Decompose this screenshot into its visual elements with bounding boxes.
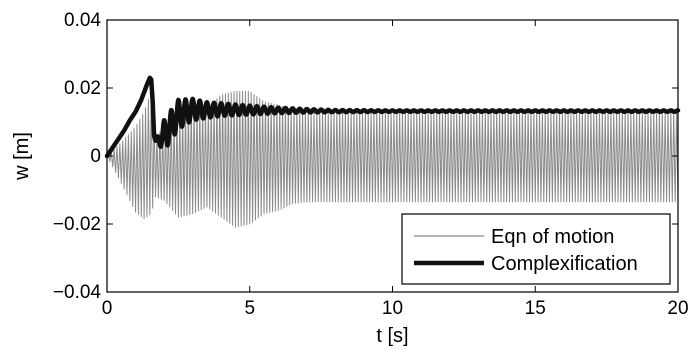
y-tick-label: 0.04 xyxy=(64,10,101,31)
y-tick-label: 0.02 xyxy=(64,78,101,99)
tick-layer: 0 5 10 15 20 −0.04 −0.02 0 0.02 0.04 xyxy=(53,10,689,319)
legend-label-eqn-of-motion: Eqn of motion xyxy=(491,226,614,248)
y-tick-label: 0 xyxy=(90,146,101,167)
x-axis-label: t [s] xyxy=(376,325,408,347)
y-axis-label: w [m] xyxy=(11,132,33,181)
x-tick-label: 20 xyxy=(667,298,688,319)
x-tick-label: 10 xyxy=(382,298,403,319)
x-tick-label: 5 xyxy=(244,298,255,319)
y-tick-label: −0.04 xyxy=(53,282,102,303)
x-tick-label: 0 xyxy=(102,298,113,319)
plot-frame xyxy=(106,19,679,293)
legend-label-complexification: Complexification xyxy=(491,253,638,275)
y-tick-label: −0.02 xyxy=(53,214,101,235)
legend: Eqn of motion Complexification xyxy=(401,213,671,285)
series-complexification-line xyxy=(104,75,681,159)
series-eqn-of-motion-line xyxy=(106,90,679,228)
legend-box xyxy=(401,213,671,285)
series-layer xyxy=(104,75,681,228)
x-tick-label: 15 xyxy=(525,298,546,319)
